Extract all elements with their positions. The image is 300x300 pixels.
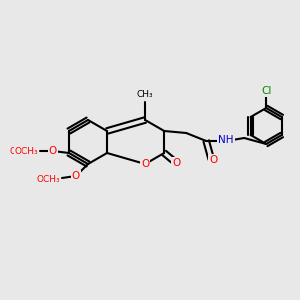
Text: O: O <box>49 146 57 156</box>
Text: CH₃: CH₃ <box>137 90 154 99</box>
Text: OCH₃: OCH₃ <box>10 146 32 155</box>
Text: O: O <box>141 159 149 169</box>
Text: OCH₃: OCH₃ <box>36 175 60 184</box>
Text: O: O <box>72 171 80 181</box>
Text: Cl: Cl <box>261 86 272 96</box>
Text: NH: NH <box>218 135 234 145</box>
Text: O: O <box>30 146 38 156</box>
Text: O: O <box>172 158 180 168</box>
Text: O: O <box>209 155 217 165</box>
Text: OCH₃: OCH₃ <box>14 146 38 155</box>
